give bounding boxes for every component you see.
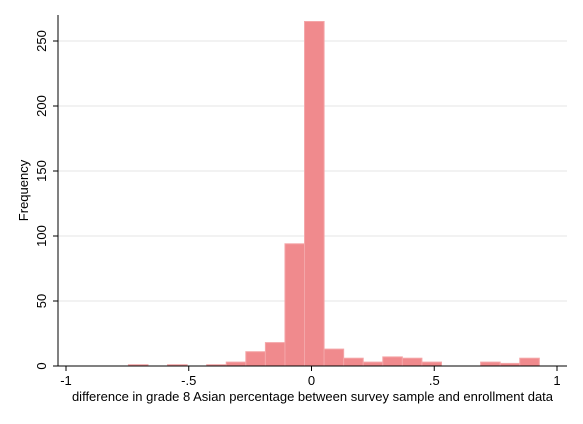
histogram-bar (421, 361, 442, 367)
histogram-bar (343, 357, 364, 367)
x-tick-label: 0 (308, 373, 315, 388)
bar-layer (127, 21, 540, 367)
histogram-bar (519, 357, 540, 367)
histogram-bar (284, 243, 306, 367)
y-tick-label: 50 (34, 294, 49, 308)
histogram-bar (480, 361, 501, 367)
histogram-bar (382, 356, 403, 367)
x-tick-label: 1 (553, 373, 560, 388)
y-tick-label: 250 (34, 30, 49, 52)
axis-layer (57, 15, 567, 367)
histogram-bar (264, 342, 286, 367)
y-tick-label: 200 (34, 95, 49, 117)
histogram-bar (401, 357, 423, 367)
x-tick-label: .5 (429, 373, 440, 388)
y-tick-label: 100 (34, 225, 49, 247)
x-tick-label: -.5 (181, 373, 196, 388)
y-tick-label: 150 (34, 160, 49, 182)
y-tick-layer: 0 50 100 150 200 250 (34, 30, 58, 370)
histogram-bar (225, 361, 247, 367)
histogram-bar (362, 361, 384, 367)
x-tick-layer: -1 -.5 0 .5 1 (60, 366, 561, 388)
histogram-bar (245, 351, 266, 367)
y-tick-label: 0 (34, 362, 49, 369)
x-tick-label: -1 (60, 373, 72, 388)
y-axis-title: Frequency (16, 159, 31, 221)
x-axis-title: difference in grade 8 Asian percentage b… (72, 389, 554, 404)
histogram-bar (323, 348, 345, 367)
histogram-bar (304, 21, 325, 367)
